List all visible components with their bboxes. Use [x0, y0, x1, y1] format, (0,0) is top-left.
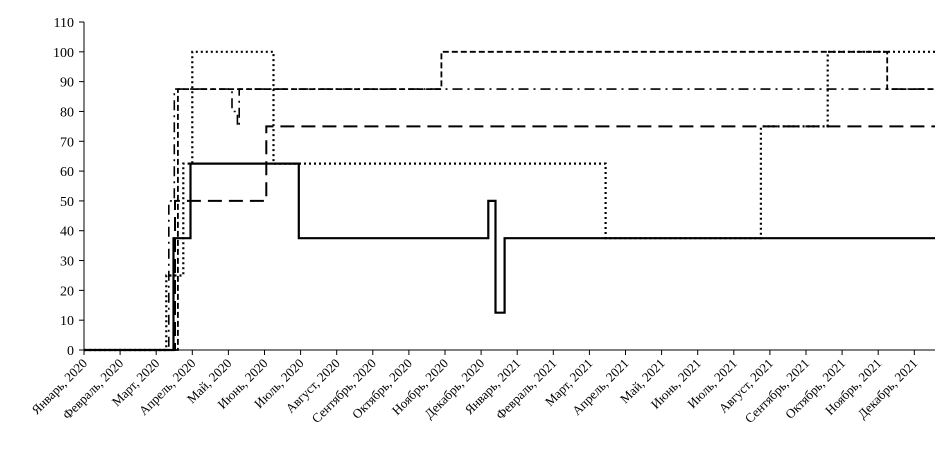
- y-tick-label: 50: [60, 195, 74, 210]
- y-tick-label: 60: [60, 165, 74, 180]
- y-tick-label: 0: [67, 344, 74, 359]
- y-tick-label: 30: [60, 255, 74, 270]
- y-tick-label: 80: [60, 105, 74, 120]
- y-tick-label: 90: [60, 76, 74, 91]
- y-tick-label: 40: [60, 225, 74, 240]
- series-group: [84, 50, 935, 352]
- y-tick-label: 10: [60, 314, 74, 329]
- series-line-solid: [84, 162, 935, 352]
- series-line-dashdot: [84, 88, 935, 351]
- y-tick-label: 20: [60, 284, 74, 299]
- y-tick-label: 70: [60, 135, 74, 150]
- y-axis: 0 10 20 30 40 50 60 70 80 90 100 110: [53, 16, 85, 359]
- y-tick-label: 110: [54, 16, 74, 31]
- series-line-shortdash: [84, 50, 935, 351]
- y-tick-label: 100: [53, 46, 74, 61]
